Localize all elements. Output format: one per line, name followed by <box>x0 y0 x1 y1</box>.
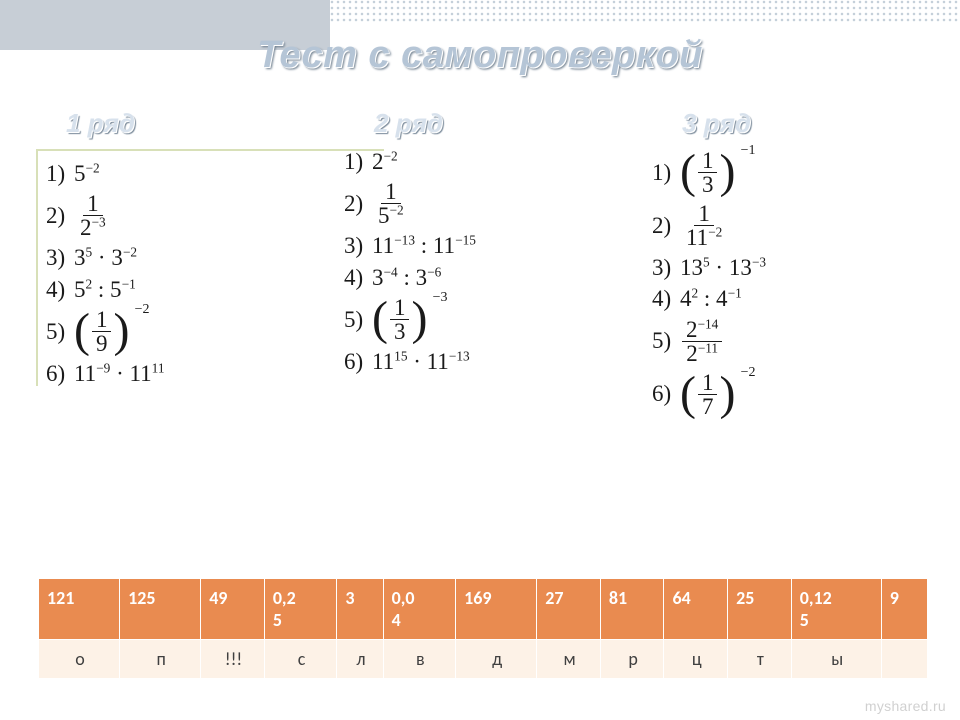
math-expression: 4)52 : 5−1 <box>46 277 324 302</box>
expression-body: (13)−1 <box>680 149 735 196</box>
math-expression: 5)(13)−3 <box>344 296 632 343</box>
item-number: 3) <box>652 255 680 280</box>
watermark: myshared.ru <box>865 698 946 714</box>
expression-body: 35 · 3−2 <box>74 245 137 270</box>
expression-body: 3−4 : 3−6 <box>372 265 441 290</box>
answer-letter-cell <box>881 640 927 679</box>
math-expression: 1)2−2 <box>344 149 632 174</box>
expression-body: 11−13 : 11−15 <box>372 233 476 258</box>
expression-body: (13)−3 <box>372 296 427 343</box>
answer-letter-cell: р <box>600 640 664 679</box>
column-2-math: 1)2−22)15−23)11−13 : 11−154)3−4 : 3−65)(… <box>344 149 632 374</box>
answer-number-cell: 0,04 <box>383 579 456 640</box>
item-number: 1) <box>652 160 680 185</box>
item-number: 5) <box>46 319 74 344</box>
expression-body: 135 · 13−3 <box>680 255 766 280</box>
answer-letter-cell: л <box>337 640 383 679</box>
expression-body: 11−9 · 1111 <box>74 361 165 386</box>
math-expression: 3)135 · 13−3 <box>652 255 940 280</box>
expression-body: 1115 · 11−13 <box>372 349 470 374</box>
column-2-heading: 2 ряд <box>374 108 632 139</box>
item-number: 3) <box>46 245 74 270</box>
math-expression: 5)2−142−11 <box>652 318 940 365</box>
math-expression: 2)15−2 <box>344 180 632 227</box>
page-title: Тест с самопроверкой <box>0 34 960 77</box>
math-expression: 5)(19)−2 <box>46 308 324 355</box>
item-number: 4) <box>344 265 372 290</box>
item-number: 6) <box>46 361 74 386</box>
answer-number-cell: 27 <box>537 579 601 640</box>
item-number: 4) <box>652 286 680 311</box>
answer-letter-cell: д <box>456 640 537 679</box>
expression-body: 12−3 <box>74 192 112 239</box>
answer-number-cell: 121 <box>39 579 120 640</box>
item-number: 2) <box>344 191 372 216</box>
item-number: 3) <box>344 233 372 258</box>
column-1-heading: 1 ряд <box>66 108 324 139</box>
answer-key-table: 121125490,2530,04169278164250,1259 оп!!!… <box>38 578 928 679</box>
item-number: 5) <box>344 307 372 332</box>
item-number: 4) <box>46 277 74 302</box>
expression-body: 111−2 <box>680 202 728 249</box>
column-2: 2 ряд 1)2−22)15−23)11−13 : 11−154)3−4 : … <box>344 108 632 424</box>
math-expression: 2)111−2 <box>652 202 940 249</box>
column-3-heading: 3 ряд <box>682 108 940 139</box>
answer-letters-row: оп!!!слвдмрцты <box>39 640 928 679</box>
answer-number-cell: 125 <box>120 579 201 640</box>
answer-letter-cell: м <box>537 640 601 679</box>
answer-letter-cell: ы <box>791 640 881 679</box>
column-1-math: 1)5−22)12−33)35 · 3−24)52 : 5−15)(19)−26… <box>36 149 324 386</box>
answer-number-cell: 0,125 <box>791 579 881 640</box>
answer-letter-cell: с <box>264 640 337 679</box>
answer-letter-cell: т <box>728 640 792 679</box>
answer-numbers-row: 121125490,2530,04169278164250,1259 <box>39 579 928 640</box>
answer-number-cell: 49 <box>201 579 265 640</box>
answer-number-cell: 81 <box>600 579 664 640</box>
math-expression: 4)3−4 : 3−6 <box>344 265 632 290</box>
item-number: 2) <box>46 203 74 228</box>
expression-body: 52 : 5−1 <box>74 277 136 302</box>
column-3-math: 1)(13)−12)111−23)135 · 13−34)42 : 4−15)2… <box>652 149 940 418</box>
expression-body: 2−142−11 <box>680 318 724 365</box>
answer-number-cell: 3 <box>337 579 383 640</box>
item-number: 2) <box>652 213 680 238</box>
answer-number-cell: 9 <box>881 579 927 640</box>
expression-body: (19)−2 <box>74 308 129 355</box>
answer-number-cell: 0,25 <box>264 579 337 640</box>
answer-letter-cell: ц <box>664 640 728 679</box>
answer-letter-cell: в <box>383 640 456 679</box>
expression-body: 15−2 <box>372 180 410 227</box>
item-number: 1) <box>344 149 372 174</box>
expression-body: 5−2 <box>74 161 100 186</box>
column-1: 1 ряд 1)5−22)12−33)35 · 3−24)52 : 5−15)(… <box>36 108 324 424</box>
item-number: 1) <box>46 161 74 186</box>
expression-body: 2−2 <box>372 149 398 174</box>
math-expression: 1)5−2 <box>46 161 324 186</box>
answer-number-cell: 169 <box>456 579 537 640</box>
math-expression: 3)35 · 3−2 <box>46 245 324 270</box>
item-number: 6) <box>652 381 680 406</box>
expression-body: (17)−2 <box>680 371 735 418</box>
answer-letter-cell: о <box>39 640 120 679</box>
column-3: 3 ряд 1)(13)−12)111−23)135 · 13−34)42 : … <box>652 108 940 424</box>
math-expression: 6)(17)−2 <box>652 371 940 418</box>
math-expression: 6)11−9 · 1111 <box>46 361 324 386</box>
math-expression: 2)12−3 <box>46 192 324 239</box>
item-number: 5) <box>652 328 680 353</box>
columns-container: 1 ряд 1)5−22)12−33)35 · 3−24)52 : 5−15)(… <box>36 108 940 424</box>
answer-letter-cell: п <box>120 640 201 679</box>
expression-body: 42 : 4−1 <box>680 286 742 311</box>
answer-number-cell: 64 <box>664 579 728 640</box>
math-expression: 6)1115 · 11−13 <box>344 349 632 374</box>
answer-number-cell: 25 <box>728 579 792 640</box>
math-expression: 3)11−13 : 11−15 <box>344 233 632 258</box>
answer-letter-cell: !!! <box>201 640 265 679</box>
math-expression: 4)42 : 4−1 <box>652 286 940 311</box>
item-number: 6) <box>344 349 372 374</box>
math-expression: 1)(13)−1 <box>652 149 940 196</box>
